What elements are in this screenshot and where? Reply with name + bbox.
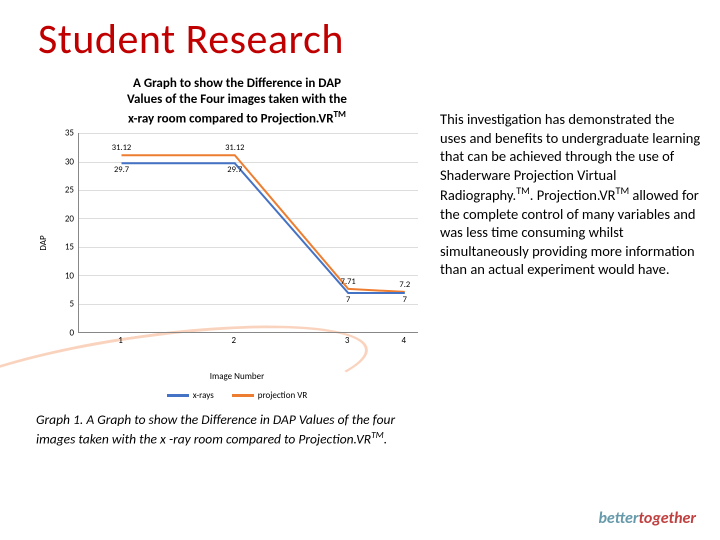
footer-brand: bettertogether [598,509,696,528]
para-mid: . Projection.VR [530,186,616,204]
y-tick: 10 [65,270,74,281]
y-tick: 35 [65,128,74,139]
para-tm2: TM [616,184,630,197]
x-axis-label: Image Number [54,371,420,382]
legend-swatch [167,394,189,397]
y-tick: 30 [65,156,74,167]
y-ticks: 35 30 25 20 15 10 5 0 [54,133,76,333]
data-label: 31.12 [112,143,131,153]
data-label: 31.12 [225,143,244,153]
data-label: 29.7 [114,165,129,175]
brand-better: better [598,509,638,528]
data-label: 7 [403,295,407,305]
x-ticks: 1 2 3 4 [78,335,418,349]
body-paragraph: This investigation has demonstrated the … [440,110,702,279]
brand-together: together [639,509,696,528]
y-tick: 0 [69,328,74,339]
y-tick: 25 [65,185,74,196]
legend-item-projection-vr: projection VR [232,390,307,401]
chart-title-line3: x-ray room compared to Projection.VR [128,111,334,126]
plot-wrapper: DAP 35 30 25 20 15 10 5 0 31.12 31.12 [54,133,420,353]
plot-area: 31.12 31.12 7.71 7.2 29.7 29.7 7 7 [78,133,418,333]
caption-suffix: . [384,430,387,447]
y-tick: 5 [69,299,74,310]
data-label: 7.2 [399,280,410,290]
x-tick: 2 [232,335,237,346]
x-tick: 1 [118,335,123,346]
chart-title-line2: Values of the Four images taken with the [127,92,347,107]
y-tick: 15 [65,242,74,253]
series-xrays [122,163,405,293]
caption-prefix: Graph 1. [36,411,86,428]
legend-label: x-rays [193,390,214,401]
chart-title-line1: A Graph to show the Difference in DAP [133,76,341,91]
data-label: 29.7 [227,165,242,175]
para-tm1: TM [516,184,530,197]
legend-swatch [232,394,254,397]
legend: x-rays projection VR [54,390,420,401]
x-tick: 3 [345,335,350,346]
series-projection-vr [122,155,405,292]
legend-item-xrays: x-rays [167,390,214,401]
slide-title: Student Research [38,14,344,65]
chart-caption: Graph 1. A Graph to show the Difference … [36,411,420,448]
chart-container: A Graph to show the Difference in DAP Va… [30,76,420,448]
chart-title-sup: TM [334,109,346,120]
y-tick: 20 [65,213,74,224]
y-axis-label: DAP [38,235,49,250]
data-label: 7 [346,295,350,305]
x-tick: 4 [402,335,407,346]
legend-label: projection VR [258,390,307,401]
chart-title: A Graph to show the Difference in DAP Va… [30,76,420,133]
data-label: 7.71 [341,277,356,287]
chart-svg [79,133,419,333]
caption-body: A Graph to show the Difference in DAP Va… [36,411,395,447]
caption-sup: TM [371,429,384,441]
